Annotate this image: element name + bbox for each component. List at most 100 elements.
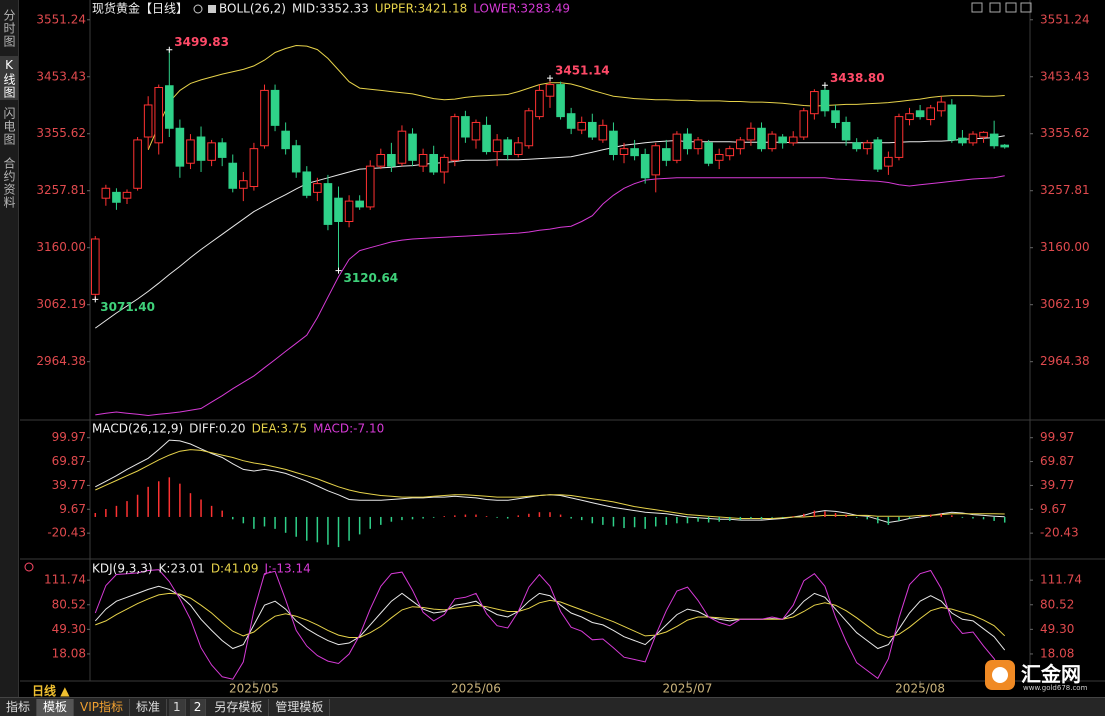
panel-title: MACD(26,12,9): [92, 422, 183, 436]
y-tick-label: -20.43: [1040, 526, 1079, 540]
candle-body: [122, 191, 132, 199]
tab[interactable]: 指标: [0, 698, 38, 716]
tab[interactable]: 模板: [37, 698, 75, 716]
series-line: [94, 585, 1006, 651]
candle-body: [154, 86, 164, 144]
tab[interactable]: 1: [169, 698, 186, 716]
period-selector[interactable]: 日线 ▲: [32, 682, 69, 699]
candle-body: [249, 148, 259, 188]
y-tick-label: 80.52: [52, 597, 86, 611]
y-tick-label: 80.52: [1040, 597, 1074, 611]
button[interactable]: [971, 2, 983, 13]
series-line: [95, 449, 1005, 519]
candle-body: [313, 183, 322, 193]
button[interactable]: [989, 2, 1001, 13]
tab[interactable]: 标准: [130, 698, 168, 716]
candle-body: [535, 89, 544, 118]
candle-body: [513, 142, 523, 155]
candle-body: [133, 139, 142, 189]
candle-body: [365, 165, 375, 208]
plot-area: [90, 44, 1010, 417]
logo: 汇金网 www.gold678.com: [983, 656, 1095, 696]
candle-body: [207, 142, 216, 161]
extreme-marker: [547, 75, 553, 82]
candle-body: [471, 121, 481, 141]
candle-body: [587, 121, 597, 138]
candle-body: [598, 124, 608, 141]
tab[interactable]: VIP指标: [74, 698, 131, 716]
extreme-marker: [821, 82, 828, 89]
candle-body: [683, 133, 692, 150]
panel-title: 现货黄金【日线】: [92, 1, 188, 16]
extreme-label: 3438.80: [830, 71, 885, 85]
candle-body: [461, 116, 470, 138]
x-tick-label: 2025/08: [895, 682, 945, 696]
tab[interactable]: 2: [189, 698, 207, 716]
candle-body: [482, 124, 491, 153]
legend-entry: MID:3352.33: [292, 2, 369, 16]
candle-body: [175, 127, 185, 167]
tab[interactable]: 另存模板: [208, 698, 270, 716]
chart: 3551.24 3551.24 3453.43 3453.43 3355.62 3355.…: [20, 0, 1105, 696]
button[interactable]: [1020, 2, 1032, 13]
y-tick-label: 3355.62: [1040, 126, 1090, 140]
x-tick-label: 2025/05: [229, 682, 279, 696]
candle-body: [767, 133, 777, 150]
tab[interactable]: 管理模板: [269, 698, 331, 716]
indicator-icon: [208, 5, 217, 13]
y-tick-label: 18.08: [52, 646, 86, 660]
button[interactable]: [1005, 2, 1017, 13]
candle-body: [387, 153, 396, 167]
y-tick-label: 3551.24: [36, 12, 86, 26]
candle-body: [239, 180, 248, 189]
series-line: [95, 175, 1005, 417]
candle-body: [408, 133, 417, 161]
candle-body: [503, 139, 513, 155]
sidebar-tab[interactable]: 分时图: [2, 8, 16, 48]
x-tick-label: 2025/06: [451, 682, 501, 696]
sidebar-tab[interactable]: K线图: [0, 56, 18, 100]
candle-body: [217, 142, 227, 158]
sidebar-tab[interactable]: 合约资料: [2, 157, 16, 209]
y-tick-label: 9.67: [59, 502, 86, 516]
candle-body: [831, 110, 840, 123]
candle-body: [736, 139, 745, 150]
indicator-name: BOLL(26,2): [219, 2, 286, 16]
x-tick-label: 2025/07: [663, 682, 713, 696]
candle-body: [302, 171, 312, 196]
candle-body: [418, 153, 428, 167]
legend-entry: DEA:3.75: [252, 422, 308, 436]
legend-entry: UPPER:3421.18: [375, 2, 467, 16]
extreme-label: 3451.14: [555, 64, 610, 78]
panel-icon[interactable]: [24, 562, 34, 572]
candle-body: [714, 153, 724, 161]
candle-body: [862, 142, 872, 150]
y-tick-label: 39.77: [1040, 478, 1074, 492]
candle-body: [852, 142, 861, 150]
candle-body: [376, 153, 386, 167]
logo-url: www.gold678.com: [1023, 684, 1088, 692]
y-tick-label: 9.67: [1040, 502, 1067, 516]
candle-body: [725, 148, 735, 157]
arrow-icon: ▲: [60, 684, 70, 698]
series-line: [94, 569, 1006, 680]
candle-body: [841, 121, 851, 141]
y-tick-label: 111.74: [1040, 573, 1082, 587]
legend-entry: D:41.09: [211, 562, 259, 576]
candle-body: [429, 153, 438, 173]
candle-body: [165, 85, 174, 129]
candle-body: [619, 148, 629, 155]
candle-body: [947, 104, 957, 141]
candle-body: [778, 136, 787, 144]
extreme-label: 3120.64: [344, 271, 399, 285]
candle-body: [524, 110, 534, 147]
window-buttons: [971, 2, 1032, 13]
candle-body: [968, 133, 978, 144]
y-tick-label: 39.77: [52, 478, 86, 492]
sidebar-tab[interactable]: 闪电图: [2, 106, 16, 146]
candle-body: [936, 101, 946, 112]
candle-body: [566, 113, 576, 129]
y-tick-label: 99.97: [52, 430, 86, 444]
candle-body: [820, 89, 830, 112]
y-tick-label: 3160.00: [1040, 240, 1090, 254]
